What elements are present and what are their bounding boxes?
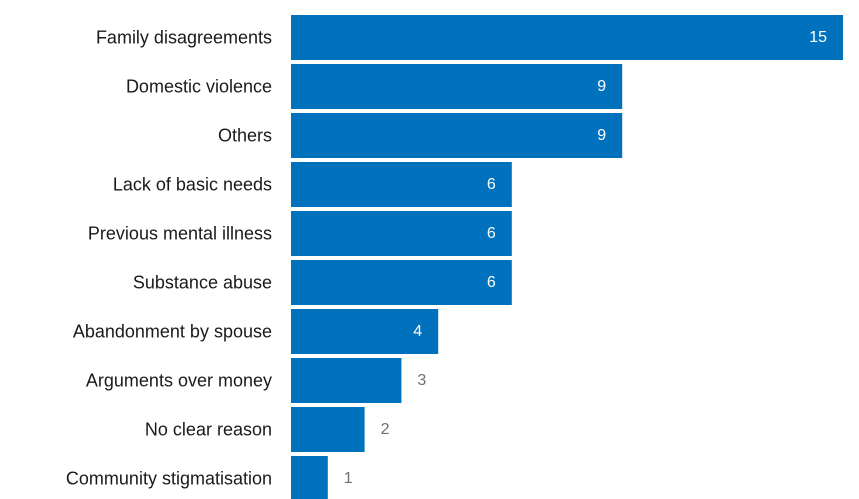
bar-3 (291, 162, 512, 207)
bar-9 (291, 456, 328, 499)
category-label-0: Family disagreements (96, 28, 272, 48)
bars-group (291, 15, 843, 499)
value-label-9: 1 (344, 470, 353, 487)
value-label-8: 2 (381, 421, 390, 438)
value-label-7: 3 (417, 372, 426, 389)
value-label-3: 6 (487, 176, 496, 193)
value-label-5: 6 (487, 274, 496, 291)
bar-8 (291, 407, 365, 452)
value-label-1: 9 (597, 78, 606, 95)
value-label-4: 6 (487, 225, 496, 242)
bar-2 (291, 113, 623, 158)
category-label-1: Domestic violence (126, 77, 272, 97)
category-labels-group: Family disagreements Domestic violence Oth… (66, 28, 272, 489)
bar-1 (291, 64, 623, 109)
bar-6 (291, 309, 439, 354)
category-label-7: Arguments over money (86, 371, 272, 391)
value-label-0: 15 (809, 29, 827, 46)
bar-0 (291, 15, 843, 60)
category-label-2: Others (218, 126, 272, 146)
category-label-9: Community stigmatisation (66, 469, 272, 489)
category-label-8: No clear reason (145, 420, 272, 440)
value-label-2: 9 (597, 127, 606, 144)
category-label-3: Lack of basic needs (113, 175, 272, 195)
bar-7 (291, 358, 402, 403)
category-label-6: Abandonment by spouse (73, 322, 272, 342)
category-label-4: Previous mental illness (88, 224, 272, 244)
category-label-5: Substance abuse (133, 273, 272, 293)
bar-5 (291, 260, 512, 305)
value-label-6: 4 (413, 323, 422, 340)
bar-4 (291, 211, 512, 256)
value-labels-group: 15 9 9 6 6 6 4 3 2 1 (344, 29, 827, 487)
